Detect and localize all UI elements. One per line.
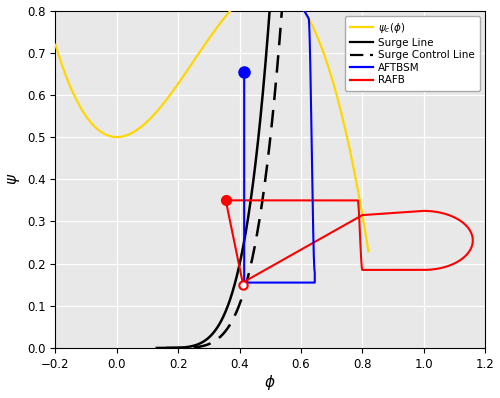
Y-axis label: $\psi$: $\psi$ [6,173,22,185]
Legend: $\psi_c(\phi)$, Surge Line, Surge Control Line, AFTBSM, RAFB: $\psi_c(\phi)$, Surge Line, Surge Contro… [344,16,480,91]
X-axis label: $\phi$: $\phi$ [264,373,276,392]
